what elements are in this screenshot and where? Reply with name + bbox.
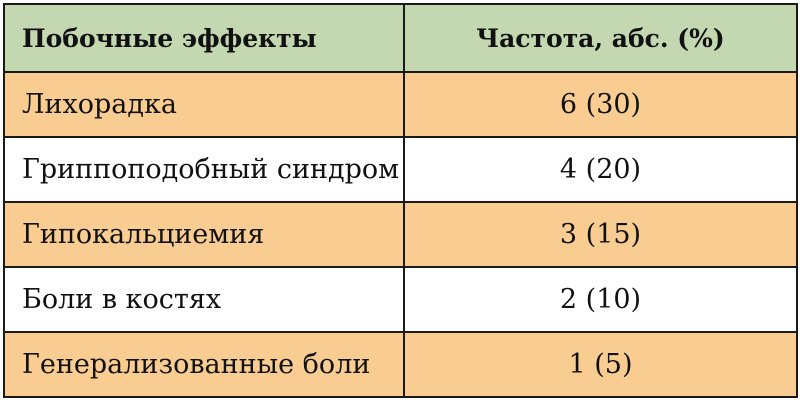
- effect-cell: Лихорадка: [3, 71, 405, 138]
- table-row: Лихорадка 6 (30): [3, 71, 798, 138]
- frequency-cell: 6 (30): [403, 71, 798, 138]
- table-row: Генерализованные боли 1 (5): [3, 331, 798, 398]
- side-effects-table: Побочные эффекты Частота, абс. (%) Лихор…: [3, 3, 798, 398]
- frequency-cell: 2 (10): [403, 266, 798, 333]
- frequency-cell: 3 (15): [403, 201, 798, 268]
- effect-cell: Генерализованные боли: [3, 331, 405, 398]
- frequency-cell: 4 (20): [403, 136, 798, 203]
- side-effects-table-container: Побочные эффекты Частота, абс. (%) Лихор…: [3, 3, 798, 398]
- effect-cell: Боли в костях: [3, 266, 405, 333]
- effect-cell: Гриппоподобный синдром: [3, 136, 405, 203]
- effect-cell: Гипокальциемия: [3, 201, 405, 268]
- frequency-cell: 1 (5): [403, 331, 798, 398]
- table-header-row: Побочные эффекты Частота, абс. (%): [3, 3, 798, 73]
- header-frequency: Частота, абс. (%): [403, 3, 798, 73]
- table-row: Боли в костях 2 (10): [3, 266, 798, 333]
- header-side-effects: Побочные эффекты: [3, 3, 405, 73]
- table-row: Гриппоподобный синдром 4 (20): [3, 136, 798, 203]
- table-row: Гипокальциемия 3 (15): [3, 201, 798, 268]
